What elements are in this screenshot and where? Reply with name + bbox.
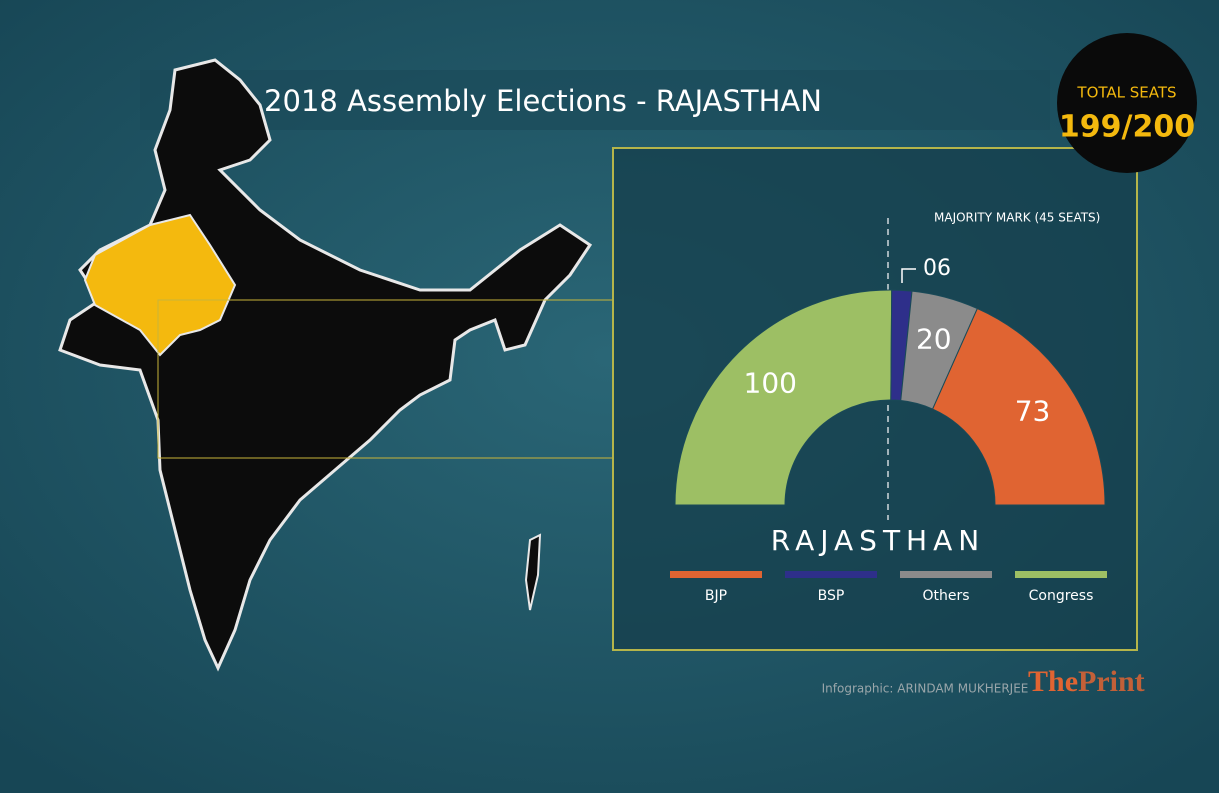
title-band (140, 70, 1050, 130)
legend-label: BJP (705, 588, 727, 604)
label-leader (901, 268, 916, 283)
india-map (58, 58, 593, 672)
legend-swatch (1015, 571, 1107, 578)
chart-title: 2018 Assembly Elections - RAJASTHAN (264, 84, 822, 118)
value-label: 20 (916, 323, 952, 356)
slice (931, 307, 1106, 506)
total-label: TOTAL SEATS (1076, 84, 1176, 102)
logo-print: Print (1078, 665, 1145, 698)
legend-label: BSP (818, 588, 845, 604)
chart-subtitle: RAJASTHAN (771, 524, 985, 557)
slice (674, 289, 893, 506)
logo: ThePrint (1028, 665, 1145, 698)
credit: Infographic: ARINDAM MUKHERJEE (822, 682, 1029, 696)
total-value: 199/200 (1059, 110, 1195, 145)
value-label: 100 (744, 366, 797, 399)
total-badge (1057, 33, 1197, 173)
legend-swatch (785, 571, 877, 578)
islands (524, 533, 542, 611)
value-label: 06 (923, 256, 951, 281)
logo-the: The (1028, 665, 1078, 698)
legend-label: Others (922, 588, 969, 604)
semi-donut: 100 06 20 73 BJP BSP Others Congress (670, 256, 1107, 604)
rajasthan-highlight (83, 213, 237, 357)
legend-swatch (900, 571, 992, 578)
annotation: MAJORITY MARK (45 SEATS) (934, 211, 1100, 225)
legend-label: Congress (1029, 588, 1094, 604)
value-label: 73 (1015, 394, 1051, 427)
legend-swatch (670, 571, 762, 578)
